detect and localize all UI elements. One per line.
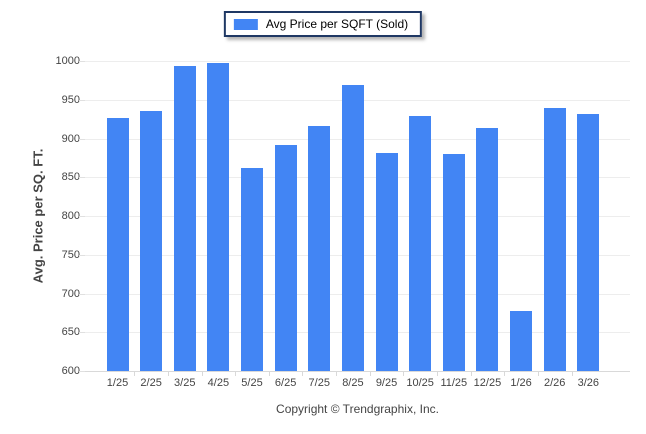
x-axis-tick bbox=[369, 372, 371, 376]
x-axis-tick bbox=[167, 372, 169, 376]
bar-2/25 bbox=[140, 111, 163, 371]
x-axis-tick-label: 8/25 bbox=[342, 377, 364, 389]
bar-11/25 bbox=[442, 154, 465, 371]
bar-9/25 bbox=[375, 153, 398, 371]
y-axis-tick bbox=[79, 293, 85, 295]
y-axis-tick bbox=[79, 177, 85, 179]
bar-1/26 bbox=[510, 310, 533, 371]
bar-10/25 bbox=[409, 116, 432, 371]
x-axis-tick-label: 3/25 bbox=[174, 377, 196, 389]
x-axis-tick bbox=[537, 372, 539, 376]
x-axis-tick-label: 7/25 bbox=[308, 377, 330, 389]
legend: Avg Price per SQFT (Sold) bbox=[223, 11, 423, 37]
x-axis-tick bbox=[436, 372, 438, 376]
legend-label: Avg Price per SQFT (Sold) bbox=[265, 17, 409, 31]
x-axis-tick-label: 11/25 bbox=[440, 377, 468, 389]
y-axis-tick bbox=[79, 371, 85, 372]
y-axis-tick bbox=[79, 254, 85, 256]
x-axis-tick bbox=[571, 372, 573, 376]
x-axis-tick-label: 4/25 bbox=[207, 377, 230, 389]
bar-8/25 bbox=[341, 85, 364, 371]
x-axis-tick bbox=[336, 372, 338, 376]
bar-6/25 bbox=[274, 144, 297, 371]
y-axis-tick bbox=[79, 332, 85, 334]
y-axis-tick-label: 950 bbox=[61, 93, 80, 106]
x-axis-tick-label: 2/26 bbox=[543, 377, 566, 389]
x-axis-tick bbox=[302, 372, 304, 376]
x-axis-tick-label: 1/26 bbox=[510, 377, 532, 389]
y-axis-tick bbox=[79, 61, 85, 62]
bar-1/25 bbox=[106, 118, 129, 371]
x-axis-tick-label: 2/25 bbox=[140, 377, 162, 389]
y-axis-tick bbox=[79, 138, 85, 140]
gridline bbox=[85, 61, 630, 62]
x-axis-tick-label: 12/25 bbox=[473, 377, 502, 389]
bar-4/25 bbox=[207, 62, 230, 371]
bar-7/25 bbox=[308, 126, 331, 371]
bar-3/25 bbox=[173, 66, 196, 371]
plot-area bbox=[85, 61, 630, 372]
x-axis-tick-label: 10/25 bbox=[406, 377, 434, 389]
y-axis-tick-label: 900 bbox=[61, 132, 80, 145]
x-axis-tick-label: 3/26 bbox=[577, 377, 600, 389]
x-axis-tick bbox=[470, 372, 472, 376]
x-axis-tick bbox=[403, 372, 405, 376]
y-axis-tick bbox=[79, 216, 85, 217]
bar-5/25 bbox=[241, 167, 264, 371]
bar-12/25 bbox=[476, 127, 499, 371]
x-axis-tick-label: 6/25 bbox=[274, 377, 297, 389]
y-axis-tick-label: 750 bbox=[61, 248, 80, 261]
x-axis-tick-label: 5/25 bbox=[241, 377, 263, 389]
x-axis-tick bbox=[504, 372, 506, 376]
y-axis-tick-label: 600 bbox=[61, 365, 80, 377]
y-axis-tick-label: 700 bbox=[61, 287, 80, 300]
y-axis-tick-label: 850 bbox=[61, 171, 80, 184]
y-axis-tick-label: 1000 bbox=[55, 55, 80, 67]
x-axis-tick-label: 9/25 bbox=[375, 377, 398, 389]
legend-swatch bbox=[233, 18, 258, 30]
copyright-text: Copyright © Trendgraphix, Inc. bbox=[276, 402, 439, 416]
x-axis-tick bbox=[134, 372, 136, 376]
bar-3/26 bbox=[577, 114, 600, 371]
y-axis-tick-label: 650 bbox=[61, 326, 80, 339]
x-axis-tick bbox=[235, 372, 237, 376]
x-axis-tick bbox=[268, 372, 270, 376]
bar-2/26 bbox=[543, 107, 566, 371]
x-axis-tick bbox=[201, 372, 203, 376]
y-axis-tick bbox=[79, 99, 85, 101]
x-axis-tick-label: 1/25 bbox=[106, 377, 129, 389]
y-axis-tick-label: 800 bbox=[61, 210, 80, 222]
